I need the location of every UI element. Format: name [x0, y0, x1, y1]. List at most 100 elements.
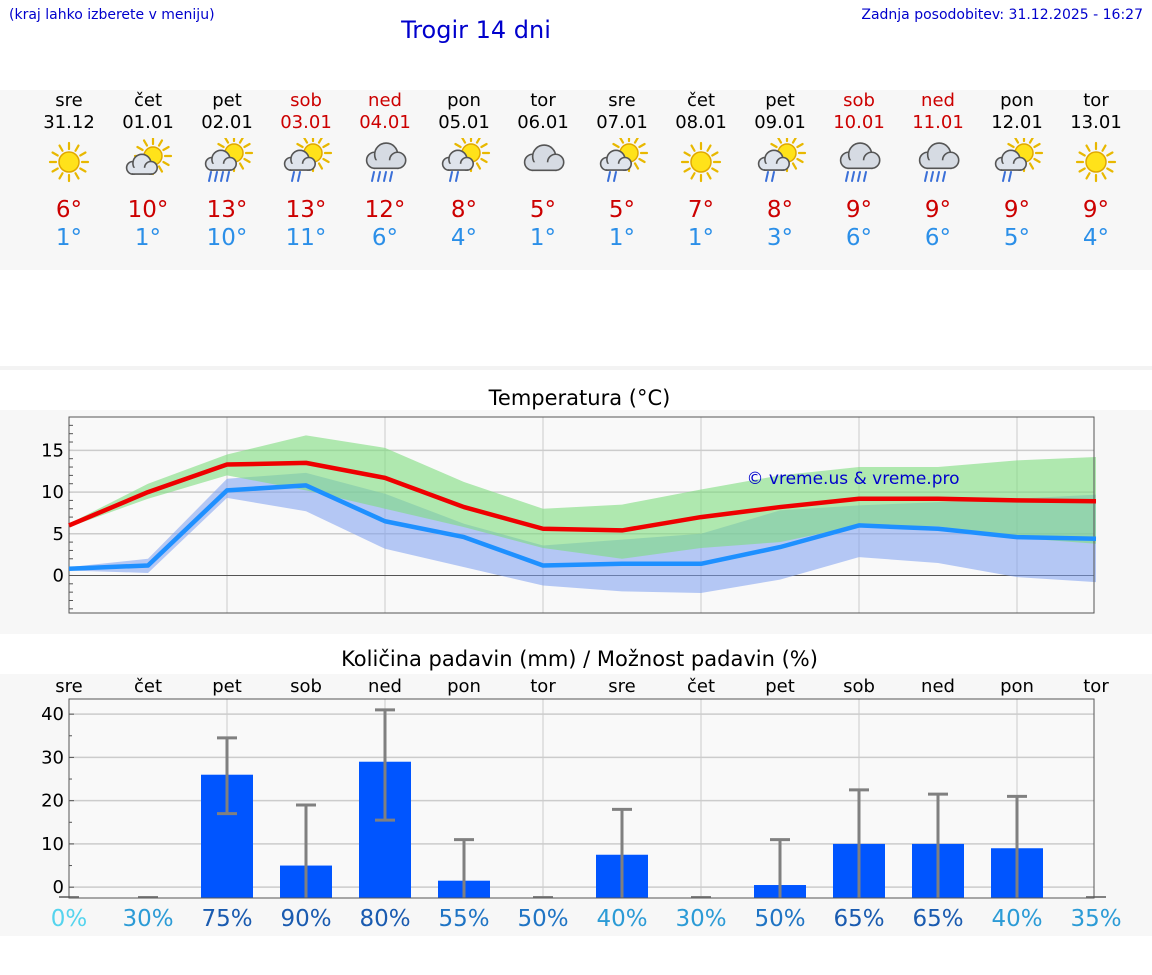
min-temperature: 6° [845, 225, 873, 251]
max-temperature: 9° [1003, 197, 1031, 223]
day-name: sre [55, 90, 83, 111]
precipitation-chance: 0% [51, 906, 88, 932]
max-temperature: 12° [364, 197, 406, 223]
precipitation-chance: 65% [912, 906, 963, 932]
day-date: 07.01 [596, 112, 648, 133]
y-tick-label: 0 [53, 877, 64, 898]
min-temperature-band [69, 472, 1096, 593]
min-temperature: 1° [687, 225, 715, 251]
day-date: 04.01 [359, 112, 411, 133]
max-temperature: 13° [285, 197, 327, 223]
precipitation-chance: 90% [280, 906, 331, 932]
min-temperature: 6° [371, 225, 399, 251]
x-category-label: tor [1083, 676, 1109, 697]
forecast-day: čet 08.01 7° 1° [662, 90, 741, 252]
day-date: 02.01 [201, 112, 253, 133]
day-name: tor [530, 90, 556, 111]
max-temperature: 8° [450, 197, 478, 223]
plot-frame [68, 416, 1095, 614]
forecast-day: sre 07.01 5° 1° [583, 90, 662, 252]
x-category-label: pon [1000, 676, 1034, 697]
day-name: pon [447, 90, 481, 111]
precipitation-chance: 80% [359, 906, 410, 932]
page-title: Trogir 14 dni [401, 16, 551, 44]
max-temperature: 10° [127, 197, 169, 223]
day-date: 13.01 [1070, 112, 1122, 133]
x-category-label: ned [368, 676, 402, 697]
forecast-day: sob 03.01 13° 11° [267, 90, 346, 252]
precipitation-chance: 55% [438, 906, 489, 932]
day-name: ned [921, 90, 955, 111]
day-date: 31.12 [43, 112, 95, 133]
x-category-label: sre [55, 676, 82, 697]
sun-cloud-rain-icon [204, 138, 254, 182]
max-temperature: 5° [529, 197, 557, 223]
x-category-label: sre [608, 676, 635, 697]
sun-icon [48, 141, 90, 183]
day-name: pet [765, 90, 795, 111]
y-tick-label: 15 [41, 440, 64, 461]
x-category-label: sob [290, 676, 322, 697]
sun-cloud-light-rain-icon [757, 138, 807, 182]
forecast-strip [0, 90, 1152, 270]
forecast-day: čet 01.01 10° 1° [109, 90, 188, 252]
min-temperature: 1° [529, 225, 557, 251]
precipitation-chance: 40% [991, 906, 1042, 932]
precipitation-chart-title: Količina padavin (mm) / Možnost padavin … [341, 647, 818, 671]
plot-frame [68, 698, 1095, 899]
y-tick-label: 30 [41, 747, 64, 768]
day-name: pet [212, 90, 242, 111]
y-tick-label: 0 [53, 565, 64, 586]
precipitation-chance: 30% [675, 906, 726, 932]
precipitation-chance: 50% [517, 906, 568, 932]
day-name: ned [368, 90, 402, 111]
precipitation-chance: 50% [754, 906, 805, 932]
location-menu-hint: (kraj lahko izberete v meniju) [9, 7, 215, 23]
precipitation-chance: 65% [833, 906, 884, 932]
max-temperature: 9° [1082, 197, 1110, 223]
sun-cloud-light-rain-icon [283, 138, 333, 182]
sun-icon [1075, 141, 1117, 183]
day-name: čet [686, 90, 716, 111]
x-category-label: tor [530, 676, 556, 697]
watermark: © vreme.us & vreme.pro [746, 469, 959, 489]
sun-icon [680, 141, 722, 183]
day-name: tor [1083, 90, 1109, 111]
max-temperature: 5° [608, 197, 636, 223]
day-date: 01.01 [122, 112, 174, 133]
forecast-day: pet 09.01 8° 3° [741, 90, 820, 252]
min-temperature: 10° [206, 225, 248, 251]
max-temperature: 9° [924, 197, 952, 223]
cloud-rain-icon [839, 142, 881, 182]
forecast-day: tor 06.01 5° 1° [504, 90, 583, 252]
forecast-day: pet 02.01 13° 10° [188, 90, 267, 252]
precipitation-chart: 0 10 20 30 40 sre čet pet sob ned pon tor sre čet pet s… [41, 676, 1121, 932]
day-name: sob [290, 90, 322, 111]
day-name: čet [133, 90, 163, 111]
min-temperature: 3° [766, 225, 794, 251]
forecast-day: sre 31.12 6° 1° [30, 90, 109, 252]
cloud-rain-icon [365, 142, 407, 182]
day-name: sob [843, 90, 875, 111]
temperature-chart: 0 5 10 15 © vreme.us & vreme.pro [41, 416, 1097, 614]
y-tick-label: 10 [41, 482, 64, 503]
forecast-day: pon 05.01 8° 4° [425, 90, 504, 252]
max-temperature: 7° [687, 197, 715, 223]
precipitation-chance: 35% [1070, 906, 1121, 932]
sun-cloud-light-rain-icon [599, 138, 649, 182]
x-category-label: sob [843, 676, 875, 697]
cloud-rain-icon [918, 142, 960, 182]
forecast-day: sob 10.01 9° 6° [820, 90, 899, 252]
max-temperature: 13° [206, 197, 248, 223]
day-date: 05.01 [438, 112, 490, 133]
x-category-label: ned [921, 676, 955, 697]
min-temperature: 4° [450, 225, 478, 251]
precipitation-chance: 75% [201, 906, 252, 932]
min-temperature: 6° [924, 225, 952, 251]
min-temperature-line [68, 483, 1097, 572]
precipitation-chance: 40% [596, 906, 647, 932]
max-temperature: 8° [766, 197, 794, 223]
sun-cloud-light-rain-icon [441, 138, 491, 182]
min-temperature: 1° [55, 225, 83, 251]
max-temperature-line [68, 460, 1097, 533]
